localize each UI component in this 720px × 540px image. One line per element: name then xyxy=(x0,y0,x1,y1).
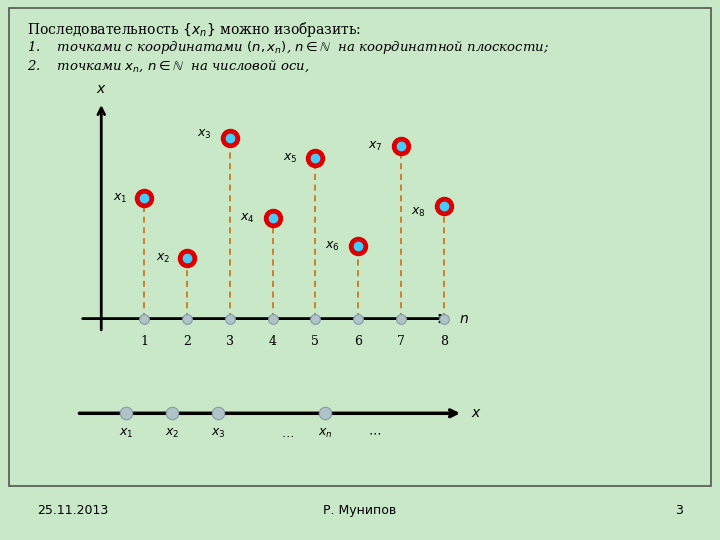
Text: $x$: $x$ xyxy=(471,406,481,420)
Text: 3: 3 xyxy=(225,335,234,348)
Text: 3: 3 xyxy=(675,504,683,517)
Text: 1: 1 xyxy=(140,335,148,348)
Text: $x_3$: $x_3$ xyxy=(197,127,212,141)
Text: $x_4$: $x_4$ xyxy=(240,212,255,225)
Text: 25.11.2013: 25.11.2013 xyxy=(37,504,109,517)
Text: $x_3$: $x_3$ xyxy=(211,427,225,440)
Text: $x_6$: $x_6$ xyxy=(325,240,340,253)
Text: 4: 4 xyxy=(269,335,276,348)
Text: 6: 6 xyxy=(354,335,362,348)
Text: 8: 8 xyxy=(440,335,448,348)
Text: $n$: $n$ xyxy=(459,312,469,326)
Text: $x_5$: $x_5$ xyxy=(283,152,297,165)
Text: $x_n$: $x_n$ xyxy=(318,427,333,440)
Text: Последовательность $\{x_n\}$ можно изобразить:: Последовательность $\{x_n\}$ можно изобр… xyxy=(27,20,361,39)
Text: $x_1$: $x_1$ xyxy=(113,192,128,205)
Text: $x_8$: $x_8$ xyxy=(411,206,426,219)
Text: 2: 2 xyxy=(183,335,191,348)
Text: $\ldots$: $\ldots$ xyxy=(281,427,294,440)
Text: 1.    точками с координатами $(n, x_n)$, $n\in\mathbb{N}$  на координатной плоск: 1. точками с координатами $(n, x_n)$, $n… xyxy=(27,39,549,56)
Text: 7: 7 xyxy=(397,335,405,348)
Text: 5: 5 xyxy=(312,335,319,348)
Text: $x_2$: $x_2$ xyxy=(156,252,171,265)
Text: $\cdots$: $\cdots$ xyxy=(369,427,382,440)
Text: $x_7$: $x_7$ xyxy=(369,140,383,153)
Text: Р. Мунипов: Р. Мунипов xyxy=(323,504,397,517)
Text: 2.    точками $x_n$, $n\in\mathbb{N}$  на числовой оси,: 2. точками $x_n$, $n\in\mathbb{N}$ на чи… xyxy=(27,58,310,74)
Text: $x_2$: $x_2$ xyxy=(165,427,179,440)
Text: $x$: $x$ xyxy=(96,82,107,96)
Text: $x_1$: $x_1$ xyxy=(119,427,134,440)
